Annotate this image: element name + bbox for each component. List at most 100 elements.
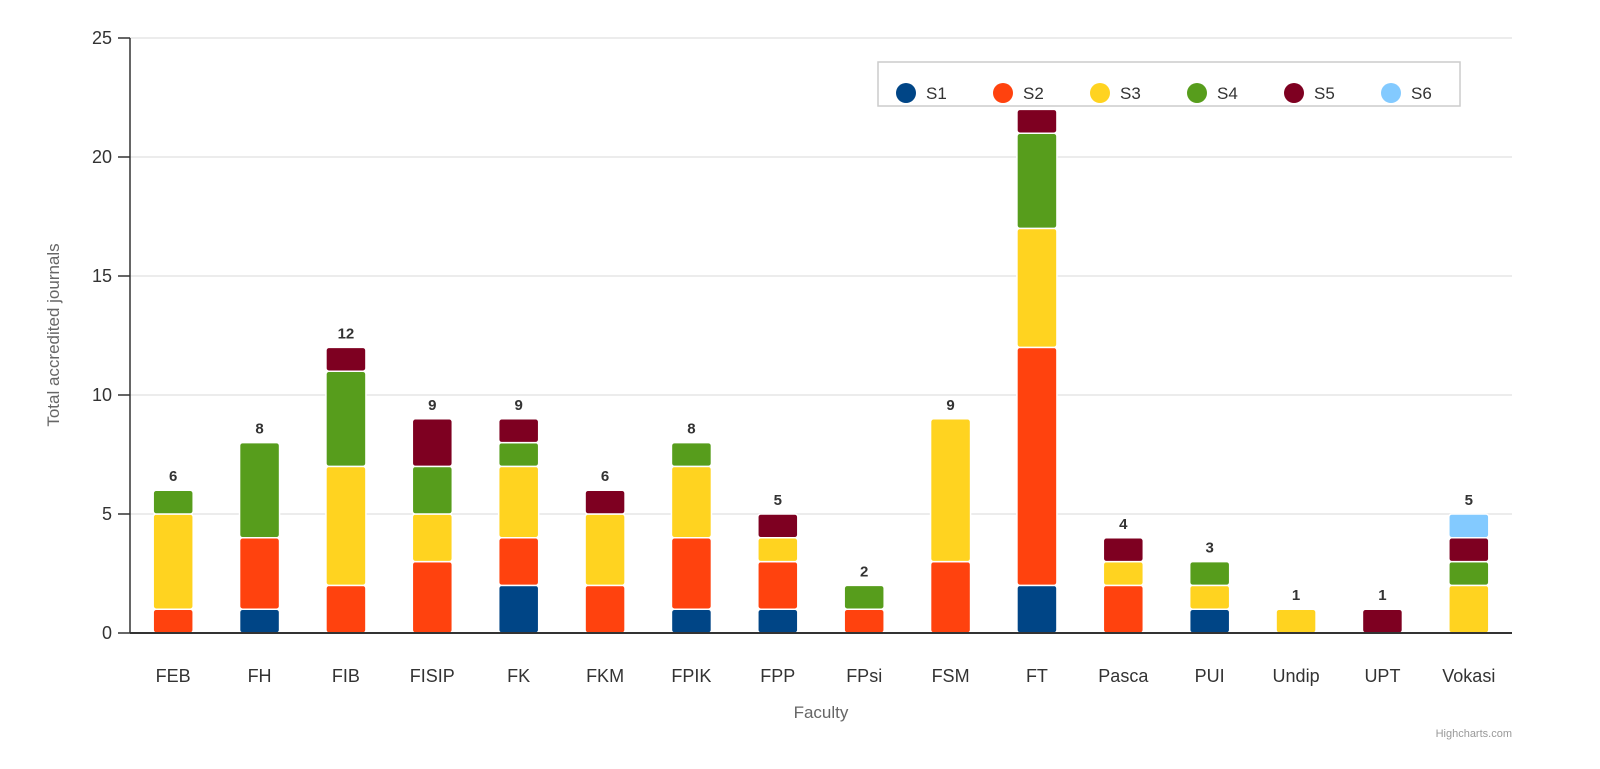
bar-segment-s3 <box>497 465 540 539</box>
x-tick-label: FKM <box>586 666 624 686</box>
bar-segment-s5 <box>497 418 540 444</box>
y-axis-title: Total accredited journals <box>44 243 63 426</box>
y-axis: 0 5 10 15 20 25 <box>92 28 131 643</box>
x-tick-label: FH <box>248 666 272 686</box>
bar-segment-s3 <box>411 513 454 563</box>
bar-segment-s2 <box>411 560 454 634</box>
bar-segment-s1 <box>670 608 713 634</box>
bar-segment-s4 <box>1448 560 1490 587</box>
total-label: 8 <box>687 421 695 438</box>
bar-segment-s1 <box>757 608 799 634</box>
legend-item-s2[interactable]: S2 <box>993 83 1044 103</box>
x-tick-label: FPsi <box>846 666 882 686</box>
legend-marker-icon <box>896 83 916 103</box>
total-label: 5 <box>1465 492 1473 509</box>
legend-label: S6 <box>1411 84 1432 103</box>
total-label: 3 <box>1206 540 1214 557</box>
total-label: 2 <box>860 563 868 580</box>
bar-segment-s5 <box>1361 608 1404 634</box>
bar-segment-s5 <box>1448 537 1490 563</box>
total-label: 9 <box>946 397 954 414</box>
bar-segment-s2 <box>584 584 626 634</box>
bar-segment-s3 <box>1188 584 1231 610</box>
chart-credit[interactable]: Highcharts.com <box>1436 728 1512 740</box>
legend-marker-icon <box>1381 83 1401 103</box>
x-tick-label: FIB <box>332 666 360 686</box>
total-label: 9 <box>428 397 436 414</box>
x-tick-label: Pasca <box>1098 666 1149 686</box>
bar-segment-s1 <box>1016 584 1058 634</box>
y-tick-label: 15 <box>92 266 112 286</box>
y-tick-label: 10 <box>92 385 112 405</box>
bar-segment-s2 <box>757 560 799 610</box>
total-label: 5 <box>774 492 782 509</box>
bar-segment-s4 <box>843 584 885 610</box>
bar-segment-s3 <box>757 537 799 563</box>
x-tick-label: FT <box>1026 666 1048 686</box>
bars <box>152 108 1490 634</box>
bar-segment-s5 <box>325 346 367 372</box>
bar-segment-s3 <box>929 418 972 563</box>
bar-segment-s2 <box>929 560 972 634</box>
bar-segment-s4 <box>238 441 281 539</box>
bar-segment-s2 <box>670 537 713 610</box>
legend-label: S2 <box>1023 84 1044 103</box>
total-label: 9 <box>515 397 523 414</box>
legend-label: S3 <box>1120 84 1141 103</box>
bar-segment-s3 <box>152 513 194 610</box>
bar-segment-s4 <box>1188 560 1231 587</box>
bar-segment-s5 <box>757 513 799 539</box>
bar-segment-s3 <box>325 465 367 587</box>
bar-segment-s2 <box>497 537 540 587</box>
x-tick-label: PUI <box>1195 666 1225 686</box>
bar-segment-s2 <box>238 537 281 610</box>
bar-segment-s5 <box>1102 537 1145 563</box>
legend-item-s3[interactable]: S3 <box>1090 83 1141 103</box>
x-tick-label: FPIK <box>671 666 711 686</box>
total-label: 8 <box>255 421 263 438</box>
bar-segment-s4 <box>325 370 367 468</box>
x-tick-label: FISIP <box>410 666 455 686</box>
bar-segment-s4 <box>1016 132 1058 230</box>
legend-marker-icon <box>1090 83 1110 103</box>
y-tick-label: 20 <box>92 147 112 167</box>
x-tick-label: FK <box>507 666 530 686</box>
total-label: 6 <box>601 468 609 485</box>
bar-segment-s3 <box>1275 608 1317 634</box>
x-tick-label: Vokasi <box>1442 666 1495 686</box>
x-tick-label: FEB <box>156 666 191 686</box>
y-tick-label: 25 <box>92 28 112 48</box>
x-axis: FEB FH FIB FISIP FK FKM FPIK FPP FPsi FSM FT Pasca P… <box>130 632 1512 686</box>
bar-segment-s1 <box>497 584 540 634</box>
bar-segment-s4 <box>670 441 713 468</box>
legend-marker-icon <box>993 83 1013 103</box>
bar-segment-s2 <box>1016 346 1058 587</box>
legend-marker-icon <box>1187 83 1207 103</box>
total-label: 4 <box>1119 516 1128 533</box>
bar-segment-s4 <box>411 465 454 515</box>
x-tick-label: FPP <box>760 666 795 686</box>
bar-segment-s3 <box>1448 584 1490 634</box>
bar-segment-s3 <box>670 465 713 539</box>
x-axis-title: Faculty <box>794 703 849 722</box>
bar-segment-s5 <box>411 418 454 468</box>
legend-label: S5 <box>1314 84 1335 103</box>
legend-item-s1[interactable]: S1 <box>896 83 947 103</box>
total-label: 1 <box>1378 587 1386 604</box>
x-tick-label: Undip <box>1273 666 1320 686</box>
legend-item-s5[interactable]: S5 <box>1284 83 1335 103</box>
bar-segment-s5 <box>1016 108 1058 134</box>
total-label: 12 <box>338 325 355 342</box>
legend-item-s4[interactable]: S4 <box>1187 83 1238 103</box>
bar-segment-s3 <box>1016 227 1058 349</box>
bar-segment-s1 <box>1188 608 1231 634</box>
y-tick-label: 5 <box>102 504 112 524</box>
bar-segment-s4 <box>497 441 540 468</box>
bar-segment-s6 <box>1448 513 1490 539</box>
legend-marker-icon <box>1284 83 1304 103</box>
legend-item-s6[interactable]: S6 <box>1381 83 1432 103</box>
bar-segment-s1 <box>238 608 281 634</box>
legend-label: S1 <box>926 84 947 103</box>
legend-box <box>877 61 1461 107</box>
